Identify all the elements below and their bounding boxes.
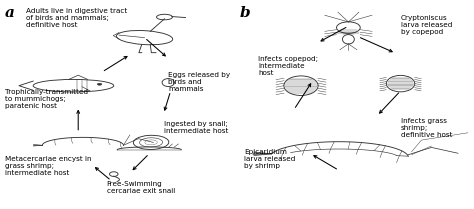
Text: Ingested by snail;
intermediate host: Ingested by snail; intermediate host — [164, 121, 228, 134]
Text: Infects copepod;
intermediate
host: Infects copepod; intermediate host — [258, 56, 319, 76]
Text: Infects grass
shrimp;
definitive host: Infects grass shrimp; definitive host — [401, 118, 452, 138]
Ellipse shape — [97, 83, 102, 85]
Text: b: b — [239, 6, 250, 20]
Text: Metacercariae encyst in
grass shrimp;
intermediate host: Metacercariae encyst in grass shrimp; in… — [5, 156, 91, 176]
Text: Adults live in digestive tract
of birds and mammals;
definitive host: Adults live in digestive tract of birds … — [26, 8, 128, 28]
Text: Eggs released by
birds and
mammals: Eggs released by birds and mammals — [168, 72, 230, 92]
Text: Cryptoniscus
larva released
by copepod: Cryptoniscus larva released by copepod — [401, 15, 452, 35]
Text: Free-Swimming
cercariae exit snail: Free-Swimming cercariae exit snail — [107, 181, 175, 194]
Text: Epicaridium
larva released
by shrimp: Epicaridium larva released by shrimp — [244, 149, 295, 169]
Text: Trophically-transmitted
to mummichogs;
paratenic host: Trophically-transmitted to mummichogs; p… — [5, 89, 88, 109]
Text: a: a — [5, 6, 15, 20]
